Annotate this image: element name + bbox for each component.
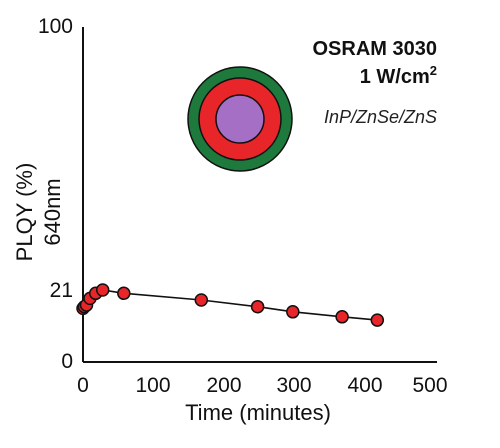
data-point [194, 293, 209, 307]
x-tick-label-200: 200 [206, 374, 241, 397]
x-tick-label-500: 500 [412, 374, 447, 397]
y-tick-label-21: 21 [50, 279, 73, 302]
x-tick-label-300: 300 [276, 374, 311, 397]
y-tick-label-100: 100 [38, 15, 73, 38]
annotation-power: 1 W/cm2 [360, 63, 437, 88]
data-point [335, 310, 349, 324]
x-tick-label-100: 100 [135, 374, 170, 397]
annotation-power-base: 1 W/cm [360, 66, 430, 88]
x-tick-label-0: 0 [77, 374, 89, 397]
data-point [370, 313, 385, 327]
y-axis-title: PLQY (%) [12, 163, 37, 262]
data-point [286, 305, 300, 319]
data-point [95, 283, 110, 297]
x-axis-title: Time (minutes) [185, 400, 331, 425]
data-layer [76, 283, 385, 327]
data-point [250, 299, 265, 314]
x-tick-label-400: 400 [347, 374, 382, 397]
qd-core [215, 94, 265, 144]
annotation-material: InP/ZnSe/ZnS [324, 107, 437, 127]
data-point [117, 286, 131, 301]
y-axis-title-2: 640nm [40, 178, 65, 245]
quantum-dot-icon [187, 66, 293, 172]
annotation-source: OSRAM 3030 [313, 38, 438, 60]
y-tick-label-0: 0 [61, 350, 73, 373]
annotation-power-sup: 2 [430, 63, 437, 78]
